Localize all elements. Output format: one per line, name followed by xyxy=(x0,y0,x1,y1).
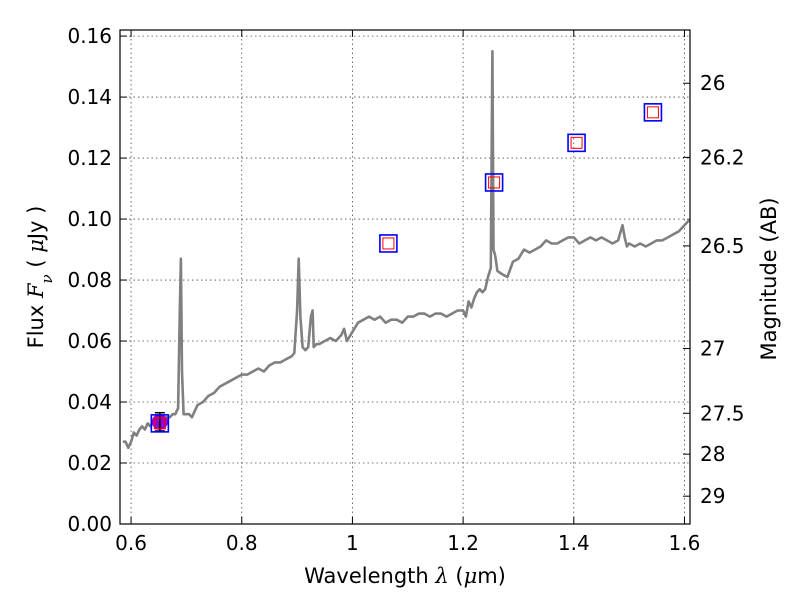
x-tick-label: 1 xyxy=(346,531,359,555)
spectrum-series xyxy=(122,49,691,450)
photometry-marker-inner xyxy=(382,237,395,250)
spectrum-line xyxy=(122,49,691,450)
x-tick-label: 1.2 xyxy=(447,531,479,555)
photometry-marker-outer xyxy=(484,173,504,192)
y-tick-label: 0.12 xyxy=(67,146,112,170)
photometry-marker-outer xyxy=(567,133,586,153)
y2-axis-label: Magnitude (AB) xyxy=(757,197,781,360)
y-tick-label: 0.10 xyxy=(67,207,112,231)
y-tick-label: 0.00 xyxy=(67,512,112,536)
y-tick-label: 0.06 xyxy=(67,329,112,353)
y2-tick-label: 29 xyxy=(700,484,725,508)
photometry-marker-inner xyxy=(646,106,659,119)
x-axis-label-symbol: λ xyxy=(434,564,448,588)
y-axis-label-symbol: F xyxy=(24,282,48,299)
x-axis-label-unit: m) xyxy=(477,564,506,588)
y-tick-label: 0.08 xyxy=(67,268,112,292)
y-axis-label-prefix: Flux xyxy=(24,298,48,348)
y-tick-label: 0.14 xyxy=(67,85,112,109)
x-axis-label-prefix: Wavelength xyxy=(304,564,435,588)
y-tick-label: 0.04 xyxy=(67,390,112,414)
x-tick-label: 0.8 xyxy=(226,531,258,555)
y-axis-label-subscript: ν xyxy=(38,274,56,283)
y2-tick-label: 27 xyxy=(700,337,725,361)
x-tick-label: 1.6 xyxy=(669,531,701,555)
plot-frame xyxy=(119,29,691,525)
y2-tick-label: 26.5 xyxy=(700,234,745,258)
photometry-marker-outer xyxy=(150,414,170,433)
photometry-marker-outer xyxy=(379,234,398,253)
photometry-marker-outer xyxy=(643,103,663,122)
y-tick-label: 0.16 xyxy=(67,24,112,48)
y2-tick-label: 27.5 xyxy=(700,401,745,425)
x-tick-label: 1.4 xyxy=(558,531,590,555)
y2-tick-label: 28 xyxy=(700,442,725,466)
photometry-marker-inner xyxy=(488,176,501,189)
y2-tick-label: 26.2 xyxy=(700,145,745,169)
y-axis-label-unit: Jy ) xyxy=(24,206,48,242)
y-axis-label-unit-symbol: μ xyxy=(24,239,48,253)
x-axis-label-unit-symbol: μ xyxy=(464,564,478,588)
photometry-marker-inner xyxy=(153,417,166,430)
y-axis-label-open: ( xyxy=(24,253,48,275)
grid xyxy=(120,30,690,525)
x-axis-label-open: ( xyxy=(449,564,464,588)
x-axis-label: Wavelength λ (μm) xyxy=(304,564,506,588)
photometry-marker-inner xyxy=(570,136,583,149)
photometry-markers xyxy=(150,103,663,433)
y-tick-label: 0.02 xyxy=(67,451,112,475)
y2-tick-label: 26 xyxy=(700,71,725,95)
x-tick-label: 0.6 xyxy=(115,531,147,555)
axis-ticks: 0.6 0.8 1 1.2 1.4 1.6 0.00 0.02 0.04 0.06 0.08 0.10… xyxy=(67,24,744,555)
y-axis-label: Flux Fν ( μJy ) xyxy=(24,206,56,349)
